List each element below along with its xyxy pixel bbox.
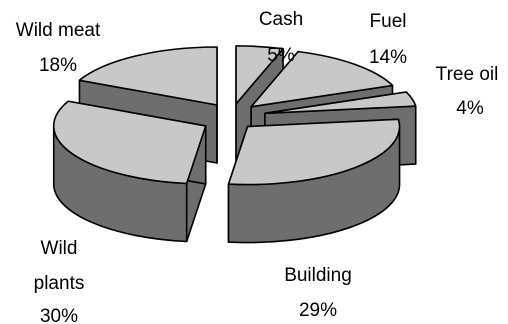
pie-slice-building [227, 118, 401, 244]
label-wild-meat: Wild meat [16, 20, 101, 41]
label-tree-oil: Tree oil [436, 64, 499, 85]
label-building: Building [284, 265, 352, 286]
label-wild-plants-line1: Wild [41, 238, 78, 259]
value-wild-plants: 30% [40, 306, 78, 324]
value-cash: 5% [267, 45, 295, 66]
label-fuel: Fuel [370, 11, 407, 32]
pie-slices [52, 45, 417, 244]
slice-top [264, 91, 417, 115]
value-fuel: 14% [369, 47, 407, 68]
slice-top [78, 46, 218, 106]
slice-top [250, 50, 394, 108]
label-wild-plants-line2: plants [34, 273, 85, 294]
label-cash: Cash [259, 9, 303, 30]
slice-top [227, 118, 401, 186]
value-tree-oil: 4% [456, 98, 484, 119]
pie-slice-wild-plants [52, 100, 207, 243]
slice-top [235, 45, 284, 105]
pie-labels: Cash 5% Fuel 14% Tree oil 4% Building 29… [16, 9, 499, 324]
value-wild-meat: 18% [39, 55, 77, 76]
value-building: 29% [299, 300, 337, 321]
slice-top [52, 100, 207, 185]
